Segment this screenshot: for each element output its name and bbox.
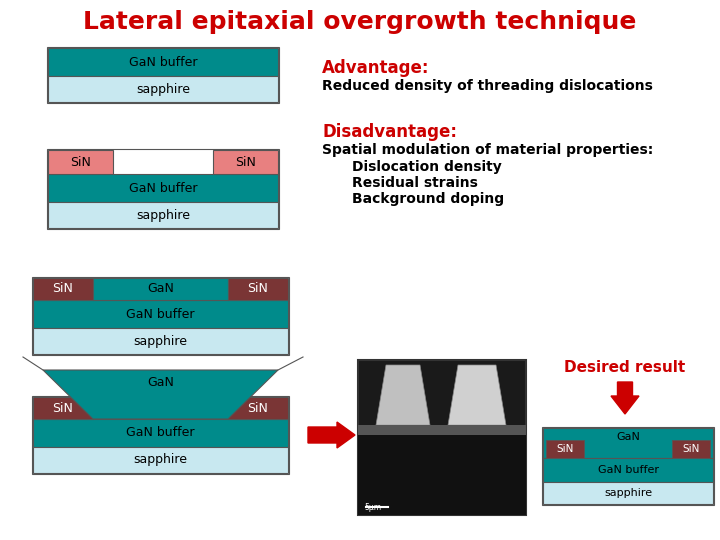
- Bar: [543, 428, 713, 458]
- Bar: [33, 419, 288, 447]
- Text: Lateral epitaxial overgrowth technique: Lateral epitaxial overgrowth technique: [84, 10, 636, 34]
- Bar: [48, 202, 278, 228]
- Bar: [33, 278, 93, 300]
- Polygon shape: [448, 365, 506, 425]
- Bar: [47, 149, 279, 229]
- Text: GaN: GaN: [147, 282, 174, 295]
- Text: Background doping: Background doping: [352, 192, 504, 206]
- Text: SiN: SiN: [557, 444, 574, 454]
- Bar: [93, 278, 228, 300]
- Text: SiN: SiN: [683, 444, 700, 454]
- Text: sapphire: sapphire: [136, 208, 190, 221]
- Text: 5μm: 5μm: [364, 503, 381, 512]
- Bar: [32, 396, 289, 474]
- Text: GaN buffer: GaN buffer: [129, 181, 197, 194]
- FancyArrow shape: [308, 422, 355, 448]
- Bar: [48, 150, 113, 174]
- Bar: [33, 300, 288, 328]
- Text: sapphire: sapphire: [133, 454, 187, 467]
- Text: Spatial modulation of material properties:: Spatial modulation of material propertie…: [322, 143, 653, 157]
- Bar: [32, 277, 289, 355]
- Text: Residual strains: Residual strains: [352, 176, 478, 190]
- Bar: [33, 328, 288, 354]
- Text: Advantage:: Advantage:: [322, 59, 430, 77]
- Polygon shape: [376, 365, 430, 425]
- Bar: [48, 48, 278, 76]
- Text: Disadvantage:: Disadvantage:: [322, 123, 457, 141]
- Bar: [358, 360, 526, 515]
- Bar: [213, 150, 278, 174]
- Text: SiN: SiN: [53, 402, 73, 415]
- Text: GaN buffer: GaN buffer: [598, 465, 659, 475]
- Bar: [48, 76, 278, 102]
- Polygon shape: [43, 370, 278, 419]
- Text: SiN: SiN: [248, 282, 269, 295]
- Text: GaN buffer: GaN buffer: [129, 56, 197, 69]
- Text: Dislocation density: Dislocation density: [352, 160, 502, 174]
- Bar: [33, 447, 288, 473]
- Text: GaN: GaN: [616, 432, 640, 442]
- Bar: [542, 427, 714, 505]
- Text: GaN buffer: GaN buffer: [126, 307, 194, 321]
- Text: sapphire: sapphire: [136, 83, 190, 96]
- Bar: [543, 482, 713, 504]
- Text: SiN: SiN: [248, 402, 269, 415]
- Bar: [228, 397, 288, 419]
- Bar: [672, 440, 710, 458]
- Text: SiN: SiN: [53, 282, 73, 295]
- Text: SiN: SiN: [70, 156, 91, 168]
- Bar: [543, 458, 713, 482]
- Text: GaN: GaN: [147, 376, 174, 389]
- Text: sapphire: sapphire: [133, 334, 187, 348]
- Text: Reduced density of threading dislocations: Reduced density of threading dislocation…: [322, 79, 653, 93]
- Bar: [546, 440, 584, 458]
- Text: Desired result: Desired result: [564, 361, 685, 375]
- Bar: [358, 425, 526, 515]
- Bar: [228, 278, 288, 300]
- Bar: [33, 397, 93, 419]
- Bar: [47, 47, 279, 103]
- FancyArrow shape: [611, 382, 639, 414]
- Bar: [358, 425, 526, 435]
- Text: GaN buffer: GaN buffer: [126, 427, 194, 440]
- Bar: [48, 174, 278, 202]
- Text: SiN: SiN: [235, 156, 256, 168]
- Text: sapphire: sapphire: [604, 488, 652, 498]
